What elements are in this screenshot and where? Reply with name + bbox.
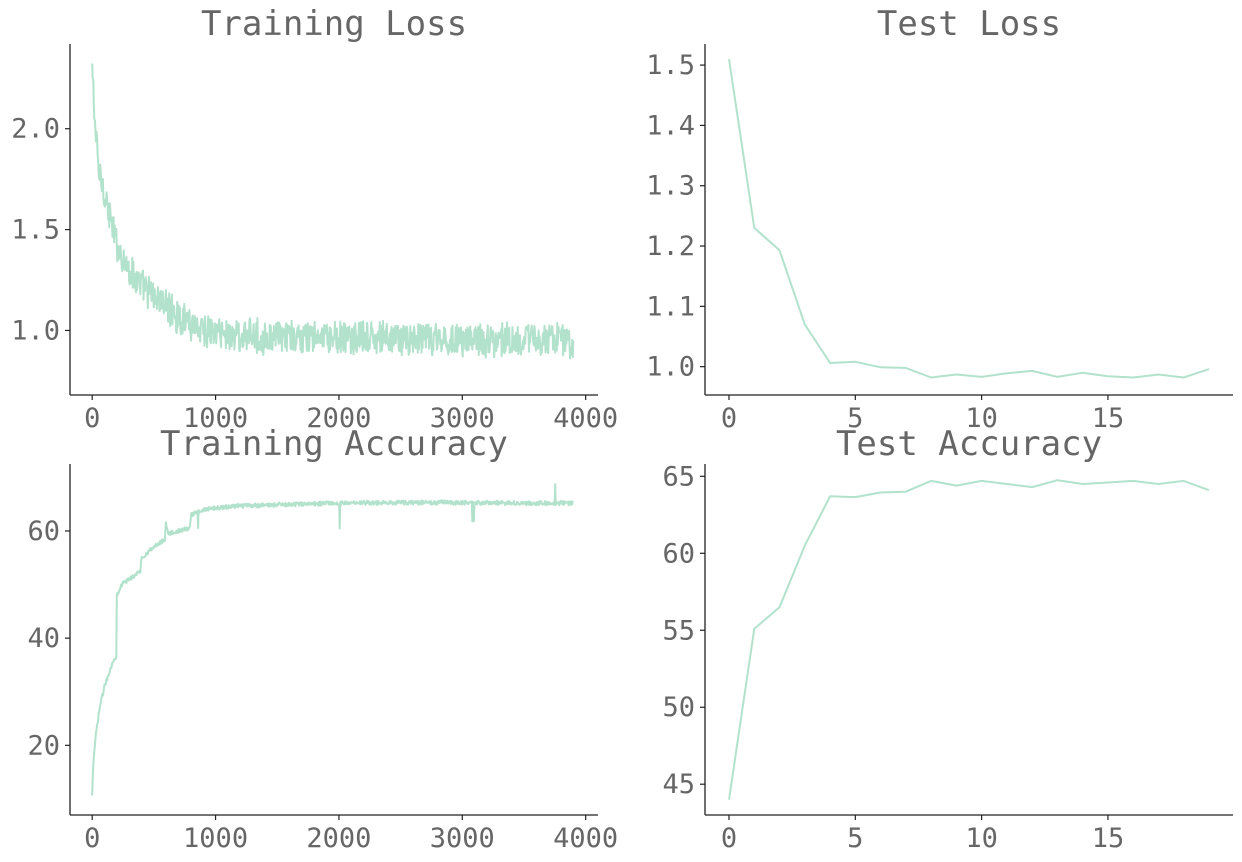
panel-test-accuracy: Test Accuracy 0 5 10 15 45 50 55 60 65 — [662, 424, 1233, 854]
y-tick-label: 60 — [27, 516, 60, 547]
chart-title: Training Accuracy — [160, 424, 508, 464]
x-tick-label: 0 — [84, 823, 100, 854]
chart-title: Test Loss — [877, 4, 1061, 44]
y-tick-label: 40 — [27, 623, 60, 654]
x-tick-label: 5 — [847, 823, 863, 854]
series-line — [91, 63, 575, 360]
panel-training-loss: Training Loss 0 1000 2000 3000 4000 1.0 1.5 2.0 — [11, 4, 618, 434]
y-tick-label: 1.5 — [11, 215, 60, 246]
x-tick-label: 5 — [847, 403, 863, 434]
x-tick-label: 0 — [721, 823, 737, 854]
x-tick-label: 10 — [965, 823, 998, 854]
y-tick-label: 1.0 — [646, 352, 695, 383]
x-tick-label: 1000 — [183, 403, 248, 434]
x-tick-label: 10 — [965, 403, 998, 434]
x-tick-label: 0 — [84, 403, 100, 434]
y-tick-label: 2.0 — [11, 114, 60, 145]
y-tick-label: 1.4 — [646, 110, 695, 141]
panel-training-accuracy: Training Accuracy 0 1000 2000 3000 4000 20 40 6… — [27, 424, 618, 854]
y-tick-label: 1.3 — [646, 171, 695, 202]
x-tick-label: 3000 — [430, 823, 495, 854]
y-tick-label: 50 — [662, 692, 695, 723]
y-tick-label: 1.1 — [646, 291, 695, 322]
y-tick-label: 45 — [662, 769, 695, 800]
x-tick-label: 4000 — [553, 823, 618, 854]
y-tick-label: 60 — [662, 538, 695, 569]
plot-area: 0 1000 2000 3000 4000 1.0 1.5 2.0 — [11, 44, 618, 434]
series-line — [728, 58, 1210, 379]
y-tick-label: 55 — [662, 615, 695, 646]
x-tick-label: 2000 — [306, 403, 371, 434]
series-line — [91, 483, 574, 796]
chart-title: Training Loss — [201, 4, 467, 44]
y-tick-label: 20 — [27, 730, 60, 761]
x-tick-label: 0 — [721, 403, 737, 434]
y-tick-label: 65 — [662, 461, 695, 492]
x-tick-label: 1000 — [183, 823, 248, 854]
plot-area: 0 5 10 15 1.0 1.1 1.2 1.3 1.4 1.5 — [646, 44, 1233, 434]
x-tick-label: 4000 — [553, 403, 618, 434]
plot-area: 0 5 10 15 45 50 55 60 65 — [662, 461, 1233, 854]
y-tick-label: 1.2 — [646, 231, 695, 262]
plot-area: 0 1000 2000 3000 4000 20 40 60 — [27, 464, 618, 854]
x-tick-label: 15 — [1092, 403, 1125, 434]
panel-test-loss: Test Loss 0 5 10 15 1.0 1.1 1.2 1.3 1.4 1.5 — [646, 4, 1233, 434]
chart-title: Test Accuracy — [836, 424, 1102, 464]
series-line — [728, 479, 1210, 800]
x-tick-label: 3000 — [430, 403, 495, 434]
y-tick-label: 1.0 — [11, 315, 60, 346]
x-tick-label: 2000 — [306, 823, 371, 854]
y-tick-label: 1.5 — [646, 50, 695, 81]
x-tick-label: 15 — [1092, 823, 1125, 854]
